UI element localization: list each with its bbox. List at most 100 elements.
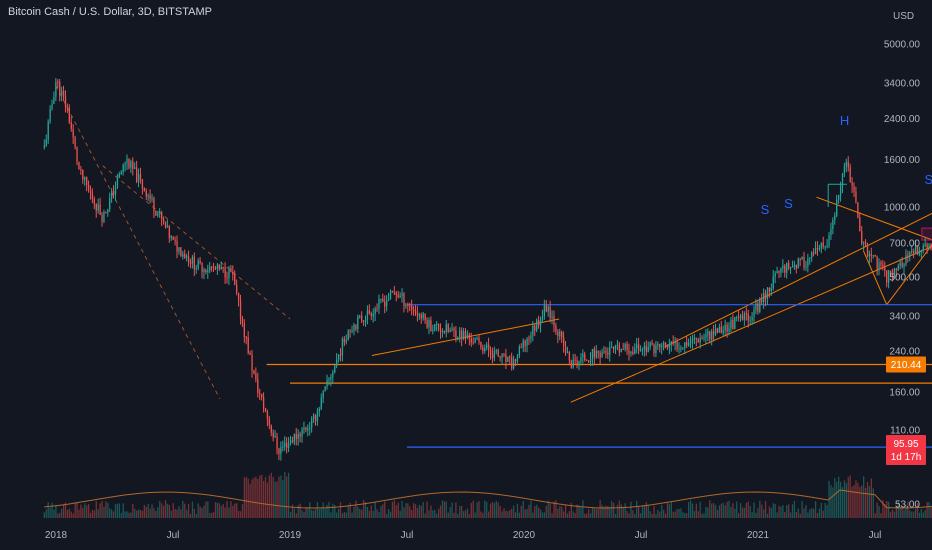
volume-bar [863,476,865,518]
candle-body [447,324,449,332]
candle-body [924,244,926,246]
volume-bar [107,502,109,518]
volume-bar [770,508,773,518]
candle-body [403,293,405,306]
volume-bar [120,512,122,518]
volume-bar [361,509,363,518]
candle-body [634,348,636,354]
volume-bar [147,503,149,518]
candle-body [428,320,430,328]
volume-bar [659,511,661,518]
volume-bar [137,509,140,518]
candle-body [820,242,823,249]
candle-body [182,254,184,257]
candle-body [487,344,490,351]
volume-bar [305,507,307,518]
volume-bar [566,513,569,518]
candle-body [314,415,317,422]
candle-body [803,256,805,268]
volume-bar [224,507,226,518]
candle-body [745,313,747,315]
y-tick-label: 1600.00 [884,155,921,166]
candle-body [607,352,609,355]
candle-body [476,337,478,339]
candle-body [703,337,705,339]
candle-body [178,247,180,252]
volume-bar [763,509,765,518]
head-marker [827,183,847,207]
candle-body [595,350,597,358]
volume-bar [797,508,799,518]
candle-body [676,341,678,349]
volume-bar [55,504,57,518]
candle-body [686,342,688,346]
volume-bar [203,505,205,518]
candle-body [753,309,755,318]
countdown-label: 1d 17h [891,452,922,463]
volume-bar [472,500,474,518]
volume-bar [820,502,823,518]
candle-body [297,434,299,439]
candle-body [511,357,513,369]
candle-body [405,304,407,306]
candle-body [187,256,190,263]
volume-bar [707,507,709,518]
candle-body [626,343,628,351]
candle-body [624,343,626,350]
volume-bar [918,512,921,518]
volume-bar [439,505,442,518]
volume-bar [436,513,438,518]
candle-body [155,210,157,216]
volume-bar [774,503,776,518]
volume-bar [278,476,280,518]
candle-body [541,316,544,321]
volume-bar [111,509,113,518]
candle-body [593,349,596,358]
candle-body [909,252,911,256]
volume-bar [666,502,669,518]
volume-bar [274,481,276,518]
candle-body [212,267,215,269]
y-tick-label: 5000.00 [884,40,921,51]
volume-bar [895,506,898,518]
candle-body [409,305,411,307]
candle-body [743,313,746,320]
candle-body [334,365,336,373]
volume-bar [691,503,694,518]
volume-bar [132,504,134,518]
volume-bar [87,504,90,518]
candle-body [738,317,740,319]
candle-body [674,341,676,344]
candle-body [234,274,236,285]
volume-bar [264,477,267,518]
volume-bar [507,511,509,518]
candle-body [207,270,209,273]
volume-bar [453,512,455,518]
candle-body [609,347,611,355]
candle-body [636,344,638,349]
volume-bar [593,507,596,518]
candle-body [272,432,274,438]
y-tick-label: 700.00 [889,238,920,249]
volume-bar [195,513,197,518]
candle-body [122,164,124,172]
volume-bar [916,503,919,518]
volume-bar [466,508,469,518]
volume-bar [530,500,532,518]
volume-bar [478,501,480,518]
volume-bar [351,512,353,518]
candle-body [434,324,436,331]
volume-bar [839,481,842,518]
volume-bar [443,501,446,518]
candle-body [903,264,905,267]
volume-bar [141,510,144,518]
candle-body [259,392,261,394]
volume-bar [661,504,663,518]
y-axis-unit: USD [893,11,914,22]
candle-body [232,272,234,275]
volume-bar [612,503,615,518]
volume-bar [705,507,707,518]
volume-bar [376,509,378,518]
candle-body [149,195,151,199]
